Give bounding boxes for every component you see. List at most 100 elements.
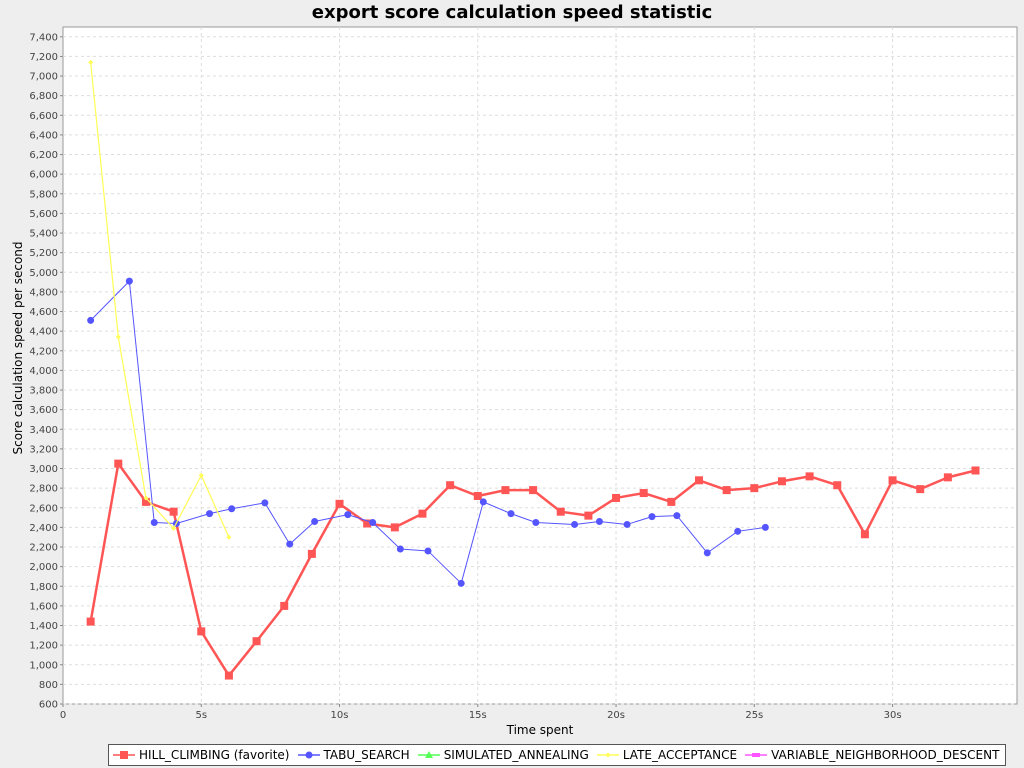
- data-point-tabu-search: [532, 518, 540, 526]
- data-point-hill-climbing-favorite: [584, 511, 593, 520]
- legend-item-variable-neighborhood-descent: VARIABLE_NEIGHBORHOOD_DESCENT: [745, 748, 999, 762]
- data-point-late-acceptance: [198, 472, 204, 478]
- y-tick-label: 2,400: [29, 523, 58, 534]
- data-point-tabu-search: [344, 511, 352, 519]
- grid-layer: [63, 27, 1017, 705]
- data-point-hill-climbing-favorite: [335, 499, 344, 508]
- data-point-tabu-search: [286, 540, 294, 548]
- data-point-tabu-search: [648, 513, 656, 521]
- series-late-acceptance: [88, 59, 232, 540]
- data-point-tabu-search: [125, 277, 133, 285]
- x-tick-label: 0: [60, 710, 66, 721]
- x-tick-label: 10s: [331, 710, 349, 721]
- x-tick-label: 25s: [745, 710, 763, 721]
- data-point-hill-climbing-favorite: [833, 481, 842, 490]
- legend-swatch-marker: [424, 751, 433, 758]
- legend-swatch-marker: [120, 751, 128, 759]
- data-point-tabu-search: [571, 520, 579, 528]
- legend-swatch-simulated-annealing: [417, 751, 440, 758]
- legend-swatch-marker: [605, 752, 611, 758]
- data-point-hill-climbing-favorite: [639, 489, 648, 498]
- tick-layer: 600 800 1,000 1,200 1,400 1,600 1,800 2,000 2,20…: [29, 32, 901, 721]
- x-tick-label: 20s: [607, 710, 625, 721]
- y-tick-label: 1,200: [29, 641, 58, 652]
- y-tick-label: 5,600: [29, 209, 58, 220]
- legend-item-tabu-search: TABU_SEARCH: [297, 748, 410, 762]
- y-tick-label: 2,000: [29, 562, 58, 573]
- data-point-tabu-search: [369, 518, 377, 526]
- data-point-hill-climbing-favorite: [612, 493, 621, 502]
- data-point-hill-climbing-favorite: [667, 497, 676, 506]
- legend-swatch-marker: [305, 751, 312, 759]
- legend-label: LATE_ACCEPTANCE: [622, 748, 738, 762]
- legend: HILL_CLIMBING (favorite) TABU_SEARCH SIMUL…: [108, 744, 1007, 766]
- data-point-tabu-search: [206, 510, 214, 518]
- y-tick-label: 3,000: [29, 464, 58, 475]
- plot-background: [62, 26, 1018, 705]
- y-tick-label: 5,200: [29, 248, 58, 259]
- data-point-late-acceptance: [143, 495, 149, 501]
- series-layer: [86, 59, 980, 680]
- y-tick-label: 6,200: [29, 150, 58, 161]
- x-tick-label: 5s: [195, 710, 207, 721]
- data-point-hill-climbing-favorite: [722, 486, 731, 495]
- legend-item-late-acceptance: LATE_ACCEPTANCE: [596, 748, 738, 762]
- y-tick-label: 3,800: [29, 386, 58, 397]
- data-point-tabu-search: [623, 520, 631, 528]
- data-point-hill-climbing-favorite: [695, 476, 703, 485]
- data-point-hill-climbing-favorite: [114, 459, 123, 468]
- data-point-hill-climbing-favorite: [556, 507, 565, 516]
- data-point-tabu-search: [479, 498, 487, 506]
- data-point-hill-climbing-favorite: [307, 549, 316, 558]
- y-tick-label: 4,400: [29, 327, 58, 338]
- data-point-hill-climbing-favorite: [141, 497, 150, 506]
- data-point-tabu-search: [734, 527, 742, 535]
- data-point-hill-climbing-favorite: [224, 671, 233, 680]
- y-tick-label: 2,600: [29, 503, 58, 514]
- legend-label: HILL_CLIMBING (favorite): [139, 748, 290, 762]
- chart-plot: 600 800 1,000 1,200 1,400 1,600 1,800 2,000 2,20…: [11, 26, 1018, 737]
- data-point-tabu-search: [396, 545, 404, 553]
- series-hill-climbing-favorite: [86, 459, 980, 680]
- y-tick-label: 5,800: [29, 189, 58, 200]
- data-point-hill-climbing-favorite: [473, 491, 482, 500]
- y-tick-label: 4,600: [29, 307, 58, 318]
- data-point-late-acceptance: [226, 534, 232, 540]
- data-point-hill-climbing-favorite: [418, 509, 427, 518]
- chart-title: export score calculation speed statistic: [311, 2, 713, 23]
- y-tick-label: 7,200: [29, 52, 58, 63]
- y-tick-label: 4,200: [29, 346, 58, 357]
- y-axis-label: Score calculation speed per second: [11, 241, 25, 454]
- data-point-hill-climbing-favorite: [501, 486, 510, 495]
- y-tick-label: 3,400: [29, 425, 58, 436]
- legend-label: TABU_SEARCH: [323, 748, 410, 762]
- data-point-tabu-search: [761, 523, 769, 531]
- legend-item-simulated-annealing: SIMULATED_ANNEALING: [417, 748, 589, 762]
- x-tick-label: 15s: [469, 710, 487, 721]
- data-point-hill-climbing-favorite: [529, 486, 538, 495]
- data-point-tabu-search: [87, 316, 95, 324]
- y-tick-label: 1,400: [29, 621, 58, 632]
- y-tick-label: 1,600: [29, 601, 58, 612]
- y-tick-label: 5,400: [29, 229, 58, 240]
- data-point-tabu-search: [673, 512, 681, 520]
- data-point-hill-climbing-favorite: [86, 617, 95, 626]
- data-point-tabu-search: [261, 499, 269, 507]
- data-point-hill-climbing-favorite: [446, 481, 455, 490]
- series-line-late-acceptance: [90, 62, 230, 538]
- y-tick-label: 6,400: [29, 130, 58, 141]
- legend-swatch-late-acceptance: [596, 752, 619, 758]
- y-tick-label: 3,200: [29, 444, 58, 455]
- series-tabu-search: [87, 277, 769, 587]
- data-point-hill-climbing-favorite: [169, 507, 178, 516]
- y-tick-label: 4,800: [29, 287, 58, 298]
- y-tick-label: 600: [39, 700, 58, 711]
- data-point-tabu-search: [703, 549, 711, 557]
- legend-label: VARIABLE_NEIGHBORHOOD_DESCENT: [771, 748, 1000, 762]
- data-point-hill-climbing-favorite: [888, 476, 897, 485]
- y-tick-label: 800: [39, 680, 58, 691]
- legend-swatch-marker: [752, 753, 761, 757]
- data-point-hill-climbing-favorite: [363, 519, 372, 528]
- y-tick-label: 5,000: [29, 268, 58, 279]
- y-tick-label: 6,800: [29, 91, 58, 102]
